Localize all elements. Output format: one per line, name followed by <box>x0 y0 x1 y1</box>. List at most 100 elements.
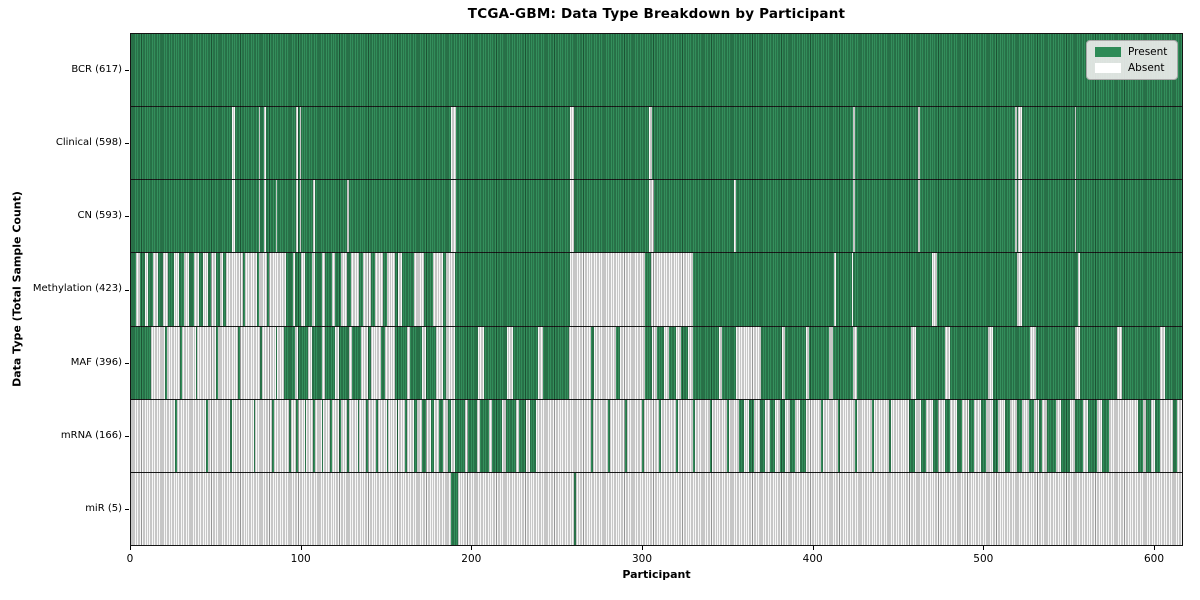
present-segment <box>642 399 644 472</box>
legend-item-absent: Absent <box>1095 62 1169 74</box>
x-tick-label-300: 300 <box>631 553 653 565</box>
present-segment <box>779 399 786 472</box>
present-segment <box>1028 399 1034 472</box>
present-segment <box>131 326 152 399</box>
present-segment <box>832 326 854 399</box>
present-segment <box>1021 253 1079 326</box>
present-segment <box>395 326 407 399</box>
present-segment <box>304 399 307 472</box>
heatmap-row-BCR <box>131 34 1182 108</box>
present-segment <box>357 399 360 472</box>
present-segment <box>727 399 729 472</box>
present-segment <box>275 326 278 399</box>
present-segment <box>442 326 447 399</box>
present-segment <box>243 253 246 326</box>
heatmap-row-MAF <box>131 326 1182 400</box>
present-segment <box>957 399 963 472</box>
present-segment <box>335 253 341 326</box>
present-segment <box>1146 399 1152 472</box>
present-segment <box>693 399 695 472</box>
present-segment <box>1061 399 1070 472</box>
present-segment <box>722 326 736 399</box>
y-tick-mark <box>125 69 129 71</box>
present-segment <box>992 326 1031 399</box>
present-segment <box>1164 326 1182 399</box>
present-segment <box>1076 180 1182 253</box>
present-segment <box>325 326 336 399</box>
x-tick-label-400: 400 <box>802 553 823 565</box>
present-segment <box>871 399 874 472</box>
present-segment <box>659 399 661 472</box>
present-segment <box>836 253 852 326</box>
plot-area <box>130 33 1183 546</box>
present-segment <box>808 326 830 399</box>
present-segment <box>590 399 593 472</box>
present-segment <box>1016 107 1019 180</box>
present-segment <box>1101 399 1109 472</box>
present-segment <box>207 253 212 326</box>
present-segment <box>759 399 765 472</box>
present-segment <box>693 326 719 399</box>
present-segment <box>425 326 436 399</box>
present-segment <box>413 399 418 472</box>
present-segment <box>1088 399 1097 472</box>
y-tick-label-Clinical: Clinical (598) <box>55 136 122 148</box>
present-segment <box>311 326 322 399</box>
present-segment <box>284 326 295 399</box>
present-segment <box>681 326 688 399</box>
present-segment <box>338 399 341 472</box>
present-segment <box>272 399 275 472</box>
present-segment <box>423 253 433 326</box>
present-segment <box>195 326 198 399</box>
present-segment <box>222 253 227 326</box>
y-tick-label-miR: miR (5) <box>85 503 122 515</box>
present-segment <box>131 180 232 253</box>
present-segment <box>919 107 1016 180</box>
present-segment <box>383 253 387 326</box>
present-segment <box>430 399 435 472</box>
x-tick-mark <box>641 546 643 550</box>
present-segment <box>1076 107 1182 180</box>
present-segment <box>178 253 184 326</box>
present-segment <box>451 472 459 545</box>
present-segment <box>367 326 372 399</box>
present-segment <box>139 253 145 326</box>
present-segment <box>304 253 312 326</box>
present-segment <box>199 253 203 326</box>
present-segment <box>769 399 775 472</box>
present-segment <box>761 326 782 399</box>
present-segment <box>405 399 407 472</box>
heatmap-row-miR <box>131 472 1182 545</box>
heatmap-row-Clinical <box>131 107 1182 181</box>
present-segment <box>410 326 423 399</box>
present-segment <box>1079 326 1118 399</box>
present-segment <box>992 399 999 472</box>
present-segment <box>349 180 452 253</box>
present-segment <box>313 399 315 472</box>
present-segment <box>442 253 447 326</box>
present-segment <box>297 180 300 253</box>
present-segment <box>301 107 452 180</box>
present-segment <box>529 399 537 472</box>
present-segment <box>454 399 465 472</box>
present-segment <box>624 399 627 472</box>
present-segment <box>1021 180 1075 253</box>
present-segment <box>710 399 712 472</box>
present-segment <box>653 180 734 253</box>
present-segment <box>854 399 857 472</box>
present-segment <box>790 399 796 472</box>
y-tick-label-CN: CN (593) <box>77 210 122 222</box>
present-segment <box>1038 399 1043 472</box>
y-tick-label-Methylation: Methylation (423) <box>32 283 122 295</box>
x-tick-label-500: 500 <box>973 553 994 565</box>
y-tick-label-BCR: BCR (617) <box>71 63 122 75</box>
present-segment <box>645 326 653 399</box>
present-segment <box>376 399 378 472</box>
y-tick-mark <box>125 289 129 291</box>
heatmap-rows <box>131 34 1182 545</box>
present-segment <box>216 253 220 326</box>
present-segment <box>492 399 503 472</box>
present-segment <box>188 253 195 326</box>
present-segment <box>969 399 975 472</box>
